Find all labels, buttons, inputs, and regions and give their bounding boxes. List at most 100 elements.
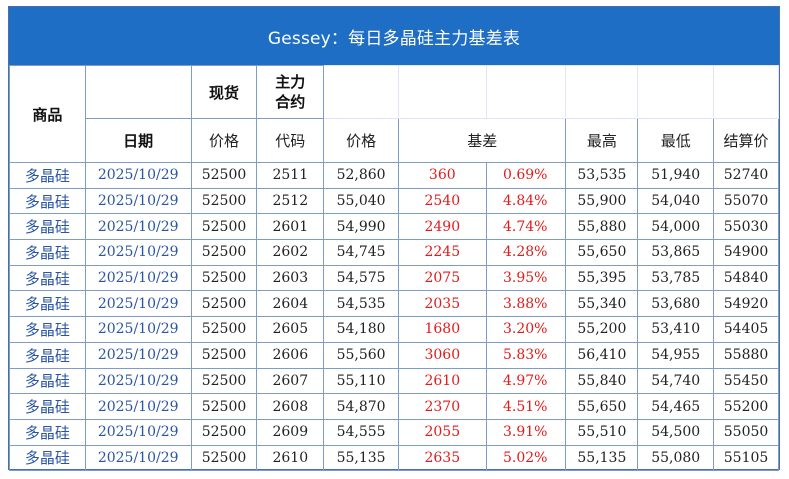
- basis-cell: 2490: [397, 213, 487, 241]
- table-row: 多晶硅 2025/10/29 52500 2512 55,040 2540 4.…: [9, 187, 779, 215]
- low-cell: 54,955: [637, 341, 715, 369]
- header-code: 代码: [256, 118, 325, 163]
- date-cell[interactable]: 2025/10/29: [84, 316, 192, 343]
- product-cell[interactable]: 多晶硅: [9, 341, 86, 369]
- settle-cell: 54920: [713, 290, 779, 318]
- header-empty: [565, 65, 639, 119]
- high-cell: 55,840: [565, 367, 639, 395]
- low-cell: 53,865: [637, 239, 715, 266]
- price-cell: 54,180: [323, 316, 399, 343]
- header-main-contract: 主力 合约: [256, 65, 325, 119]
- contract-code-cell: 2511: [256, 162, 325, 189]
- contract-code-cell: 2608: [256, 393, 325, 420]
- basis-cell: 2055: [397, 418, 487, 446]
- header-empty: [637, 65, 715, 119]
- header-date: 日期: [84, 118, 192, 163]
- basis-cell: 2610: [397, 367, 487, 395]
- spot-price-cell: 52500: [190, 213, 258, 241]
- date-cell[interactable]: 2025/10/29: [84, 393, 192, 420]
- high-cell: 55,200: [565, 316, 639, 343]
- header-settle: 结算价: [713, 118, 779, 163]
- product-cell[interactable]: 多晶硅: [9, 444, 86, 472]
- basis-cell: 2370: [397, 393, 487, 420]
- settle-cell: 55105: [713, 444, 779, 472]
- spot-price-cell: 52500: [190, 187, 258, 215]
- date-cell[interactable]: 2025/10/29: [84, 290, 192, 318]
- table-row: 多晶硅 2025/10/29 52500 2602 54,745 2245 4.…: [9, 239, 779, 266]
- product-cell[interactable]: 多晶硅: [9, 162, 86, 189]
- price-cell: 54,990: [323, 213, 399, 241]
- table-row: 多晶硅 2025/10/29 52500 2605 54,180 1680 3.…: [9, 316, 779, 343]
- header-empty: [713, 65, 779, 119]
- basis-table-panel: Gessey：每日多晶硅主力基差表 商品 现货 主力 合约 日期 价格 代码 价…: [8, 6, 780, 472]
- basis-cell: 2635: [397, 444, 487, 472]
- basis-percent-cell: 4.97%: [485, 367, 567, 395]
- high-cell: 55,135: [565, 444, 639, 472]
- high-cell: 55,650: [565, 393, 639, 420]
- header-spot-price: 价格: [190, 118, 258, 163]
- spot-price-cell: 52500: [190, 316, 258, 343]
- product-cell[interactable]: 多晶硅: [9, 367, 86, 395]
- low-cell: 54,000: [637, 213, 715, 241]
- price-cell: 55,110: [323, 367, 399, 395]
- product-cell[interactable]: 多晶硅: [9, 418, 86, 446]
- contract-code-cell: 2512: [256, 187, 325, 215]
- price-cell: 54,555: [323, 418, 399, 446]
- basis-cell: 2245: [397, 239, 487, 266]
- date-cell[interactable]: 2025/10/29: [84, 239, 192, 266]
- basis-cell: 1680: [397, 316, 487, 343]
- low-cell: 53,680: [637, 290, 715, 318]
- settle-cell: 54405: [713, 316, 779, 343]
- header-product: 商品: [9, 65, 86, 163]
- date-cell[interactable]: 2025/10/29: [84, 187, 192, 215]
- basis-percent-cell: 3.95%: [485, 264, 567, 292]
- low-cell: 54,500: [637, 418, 715, 446]
- date-cell[interactable]: 2025/10/29: [84, 341, 192, 369]
- product-cell[interactable]: 多晶硅: [9, 213, 86, 241]
- date-cell[interactable]: 2025/10/29: [84, 213, 192, 241]
- settle-cell: 55880: [713, 341, 779, 369]
- high-cell: 55,510: [565, 418, 639, 446]
- basis-percent-cell: 0.69%: [485, 162, 567, 189]
- price-cell: 54,745: [323, 239, 399, 266]
- settle-cell: 55030: [713, 213, 779, 241]
- product-cell[interactable]: 多晶硅: [9, 393, 86, 420]
- price-cell: 55,040: [323, 187, 399, 215]
- low-cell: 54,040: [637, 187, 715, 215]
- low-cell: 53,410: [637, 316, 715, 343]
- date-cell[interactable]: 2025/10/29: [84, 444, 192, 472]
- price-cell: 55,135: [323, 444, 399, 472]
- settle-cell: 55050: [713, 418, 779, 446]
- low-cell: 54,465: [637, 393, 715, 420]
- high-cell: 55,900: [565, 187, 639, 215]
- contract-code-cell: 2605: [256, 316, 325, 343]
- contract-code-cell: 2601: [256, 213, 325, 241]
- product-cell[interactable]: 多晶硅: [9, 316, 86, 343]
- product-cell[interactable]: 多晶硅: [9, 187, 86, 215]
- header-price: 价格: [323, 118, 399, 163]
- date-cell[interactable]: 2025/10/29: [84, 162, 192, 189]
- header-empty: [323, 65, 399, 119]
- settle-cell: 54900: [713, 239, 779, 266]
- price-cell: 52,860: [323, 162, 399, 189]
- settle-cell: 55450: [713, 367, 779, 395]
- date-cell[interactable]: 2025/10/29: [84, 367, 192, 395]
- basis-percent-cell: 5.02%: [485, 444, 567, 472]
- contract-code-cell: 2603: [256, 264, 325, 292]
- date-cell[interactable]: 2025/10/29: [84, 264, 192, 292]
- high-cell: 53,535: [565, 162, 639, 189]
- price-cell: 54,535: [323, 290, 399, 318]
- product-cell[interactable]: 多晶硅: [9, 264, 86, 292]
- header-low: 最低: [637, 118, 715, 163]
- high-cell: 55,650: [565, 239, 639, 266]
- spot-price-cell: 52500: [190, 367, 258, 395]
- table-body: 多晶硅 2025/10/29 52500 2511 52,860 360 0.6…: [9, 162, 779, 472]
- header-basis: 基差: [397, 118, 567, 163]
- product-cell[interactable]: 多晶硅: [9, 239, 86, 266]
- date-cell[interactable]: 2025/10/29: [84, 418, 192, 446]
- low-cell: 54,740: [637, 367, 715, 395]
- table-row: 多晶硅 2025/10/29 52500 2609 54,555 2055 3.…: [9, 418, 779, 446]
- product-cell[interactable]: 多晶硅: [9, 290, 86, 318]
- contract-code-cell: 2609: [256, 418, 325, 446]
- basis-cell: 2035: [397, 290, 487, 318]
